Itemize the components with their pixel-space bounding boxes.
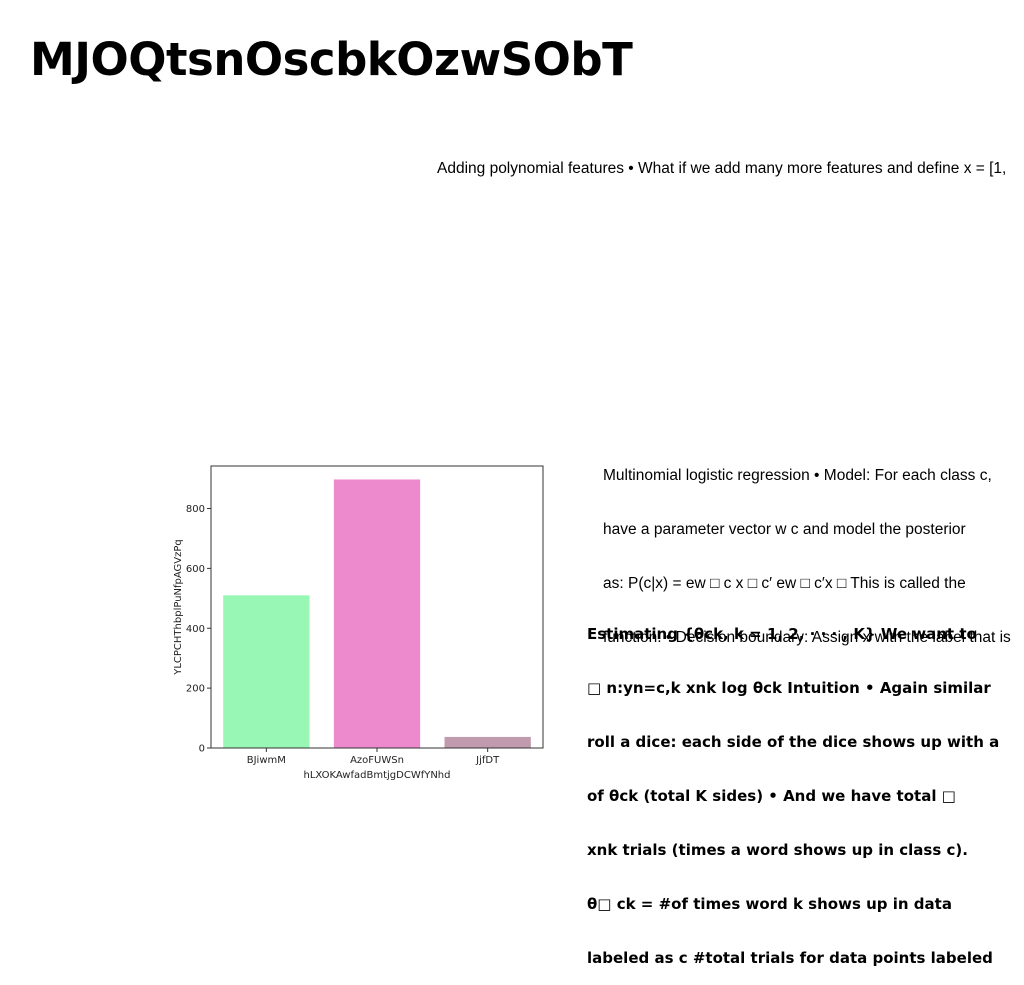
text-block-estimating-line: □ n:yn=c,k xnk log θck Intuition • Again… bbox=[587, 679, 991, 697]
x-tick-label: BJiwmM bbox=[247, 755, 286, 766]
y-tick-label: 0 bbox=[199, 744, 205, 755]
page-title: MJOQtsnOscbkOzwSObT bbox=[30, 33, 633, 86]
text-line-polynomial: Adding polynomial features • What if we … bbox=[437, 160, 1007, 177]
y-tick-label: 600 bbox=[186, 564, 205, 575]
bar-BJiwmM bbox=[223, 595, 310, 748]
y-axis-label: YLCPCHThbplPuNfpAGVzPq bbox=[173, 539, 184, 676]
y-tick-label: 200 bbox=[186, 684, 205, 695]
text-block-multinomial-line: function. • Decision boundary: Assign x … bbox=[603, 629, 1011, 646]
y-tick-label: 800 bbox=[186, 504, 205, 515]
x-tick-label: JjfDT bbox=[475, 755, 500, 766]
text-block-estimating-line: Estimating {θck, k = 1, 2, · · · , K} We… bbox=[587, 625, 977, 643]
bar-chart: 0 200 400 600 800 BJiwmM AzoFUWSn JjfDT hLXOKAwf… bbox=[173, 465, 544, 781]
text-block-multinomial-line: have a parameter vector w c and model th… bbox=[603, 521, 966, 538]
x-axis-label: hLXOKAwfadBmtjgDCWfYNhd bbox=[304, 770, 451, 781]
text-block-estimating: Estimating {θck, k = 1, 2, · · · , K} We… bbox=[587, 589, 1024, 985]
text-block-multinomial-line: Multinomial logistic regression • Model:… bbox=[603, 467, 992, 484]
bar-AzoFUWSn bbox=[333, 479, 421, 748]
text-block-estimating-line: roll a dice: each side of the dice shows… bbox=[587, 733, 1000, 751]
text-block-multinomial: Multinomial logistic regression • Model:… bbox=[603, 431, 1024, 665]
text-block-estimating-line: xnk trials (times a word shows up in cla… bbox=[587, 841, 968, 859]
text-block-estimating-line: labeled as c #total trials for data poin… bbox=[587, 949, 993, 967]
text-block-estimating-line: θ□ ck = #of times word k shows up in dat… bbox=[587, 895, 952, 913]
y-tick-label: 400 bbox=[186, 624, 205, 635]
bar-chart-figure: 0 200 400 600 800 BJiwmM AzoFUWSn JjfDT hLXOKAwf… bbox=[165, 455, 555, 785]
x-tick-label: AzoFUWSn bbox=[350, 755, 404, 766]
text-block-estimating-line: of θck (total K sides) • And we have tot… bbox=[587, 787, 956, 805]
bar-JjfDT bbox=[444, 736, 531, 748]
text-block-multinomial-line: as: P(c|x) = ew □ c x □ c′ ew □ c′x □ Th… bbox=[603, 575, 966, 592]
